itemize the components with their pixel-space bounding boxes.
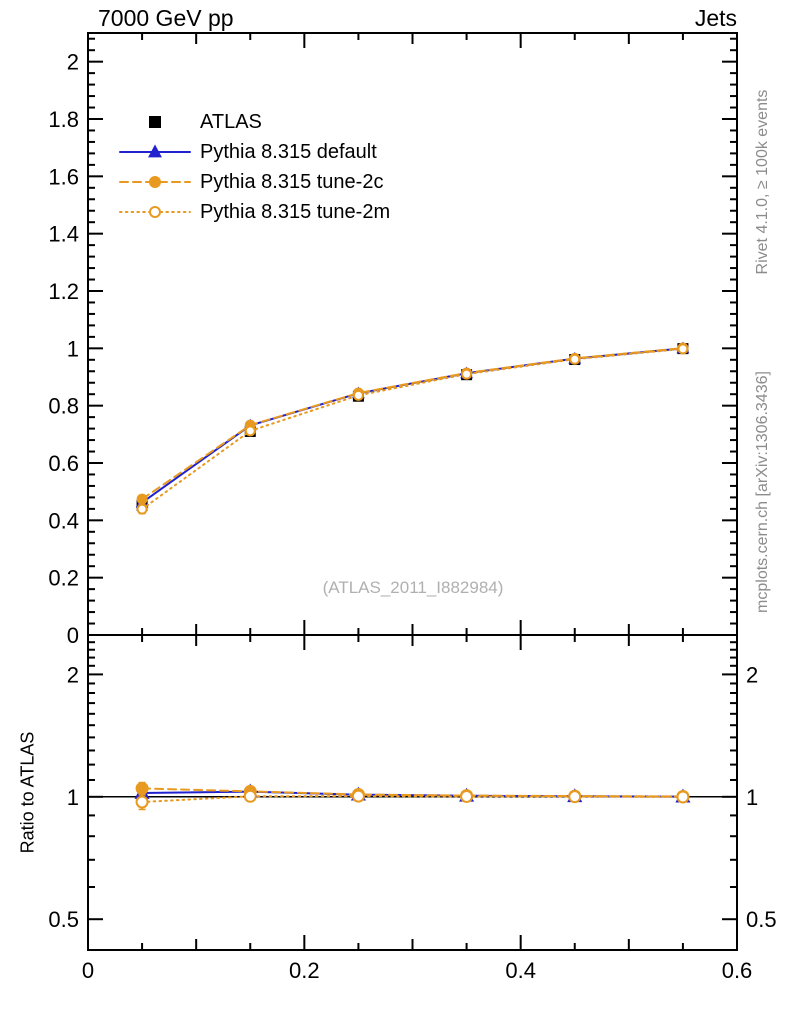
- axis-tick-label: 0.5: [746, 907, 777, 932]
- ratio-axis-label: Ratio to ATLAS: [17, 731, 38, 854]
- axis-tick-label: 0: [82, 958, 94, 983]
- legend-label-pythia-tune-2c: Pythia 8.315 tune-2c: [200, 171, 384, 193]
- axis-tick-label: 1: [746, 785, 758, 810]
- axis-tick-label: 1.4: [48, 222, 79, 247]
- main-panel-axes: 0 0.2 0.4 0.6 0.8 1 1.2 1.4 1.6 1.8 2: [48, 33, 738, 648]
- axis-tick-label: 1: [67, 785, 79, 810]
- axis-tick-label: 0.5: [48, 907, 79, 932]
- axis-tick-label: 2: [746, 662, 758, 687]
- axis-tick-label: 0.2: [289, 958, 320, 983]
- legend-marker-samples: [119, 116, 191, 218]
- axis-tick-label: 2: [67, 50, 79, 75]
- axis-tick-label: 1.8: [48, 107, 79, 132]
- series-pythia-8-315-default: [135, 341, 690, 508]
- axis-tick-label: 0.6: [48, 451, 79, 476]
- ratio-panel-axes: 0.5 0.5 1 1 2 2 0 0.2 0.4 0.6: [48, 635, 777, 983]
- axis-tick-label: 0.4: [48, 508, 79, 533]
- axis-tick-label: 1.2: [48, 279, 79, 304]
- rivet-version-note: Rivet 4.1.0, ≥ 100k events: [754, 89, 771, 275]
- legend-label-pythia-tune-2m: Pythia 8.315 tune-2m: [200, 201, 391, 223]
- axis-tick-label: 0.8: [48, 394, 79, 419]
- axis-tick-label: 0.6: [722, 958, 753, 983]
- axis-tick-label: 1.6: [48, 164, 79, 189]
- series-atlas: [136, 343, 689, 512]
- axis-tick-label: 0.4: [505, 958, 536, 983]
- series-pythia-8-315-tune-2c: [136, 342, 689, 505]
- analysis-id-watermark: (ATLAS_2011_I882984): [322, 578, 504, 597]
- axis-tick-label: 1: [67, 336, 79, 361]
- mcplots-arxiv-note: mcplots.cern.ch [arXiv:1306.3436]: [754, 371, 771, 613]
- axis-tick-label: 2: [67, 662, 79, 687]
- axis-tick-label: 0.2: [48, 566, 79, 591]
- ratio-panel-frame: [87, 634, 738, 951]
- main-panel-frame: [87, 32, 738, 636]
- axis-tick-label: 0: [67, 623, 79, 648]
- legend-label-pythia-default: Pythia 8.315 default: [200, 141, 377, 163]
- series-pythia-8-315-tune-2m: [136, 343, 689, 515]
- series-pythia-8-315-tune-2m: [135, 789, 690, 811]
- process-title: Jets: [694, 5, 737, 31]
- beam-title: 7000 GeV pp: [98, 5, 234, 31]
- series-pythia-8-315-default: [134, 783, 691, 803]
- legend-label-atlas: ATLAS: [200, 111, 262, 133]
